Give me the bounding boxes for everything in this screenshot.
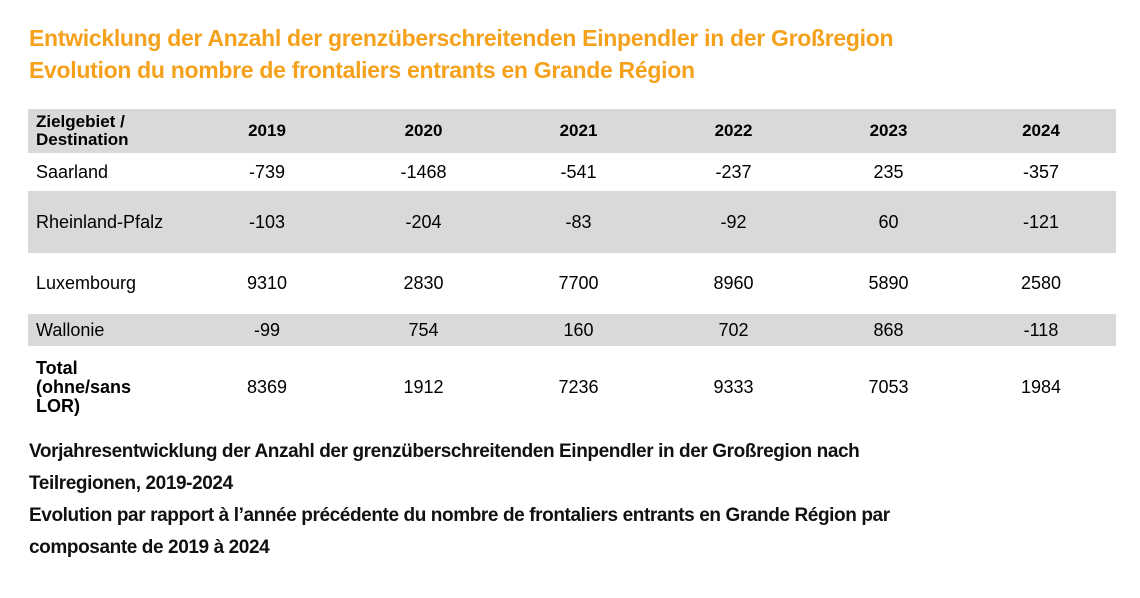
column-header-year: 2021	[559, 121, 598, 140]
table-cell: 2580	[1020, 273, 1062, 293]
table-cell: 235	[873, 161, 904, 182]
caption-french-line-2: composante de 2019 à 2024	[29, 537, 270, 558]
table-cell: -92	[720, 211, 747, 232]
caption-german-line-2: Teilregionen, 2019-2024	[29, 473, 233, 494]
table-cell: -103	[248, 211, 286, 232]
table-cell: -357	[1022, 161, 1060, 182]
column-header-year: 2023	[869, 121, 908, 140]
row-label: Luxembourg	[36, 273, 137, 293]
column-header-year: 2019	[248, 121, 286, 140]
table-row-total: Total (ohne/sans LOR) 8369 1912 7236 933…	[28, 346, 1116, 428]
row-label: Wallonie	[36, 319, 105, 340]
table-cell: -739	[248, 161, 286, 182]
table-cell: -99	[253, 319, 280, 340]
column-header-year: 2020	[404, 121, 443, 140]
chart-title-block: Entwicklung der Anzahl der grenzüberschr…	[29, 22, 1119, 86]
table-cell: -541	[560, 161, 597, 182]
table-cell: 9333	[713, 376, 754, 397]
table-cell: 8960	[713, 273, 754, 293]
table-cell: 7700	[558, 273, 599, 293]
table-cell: -83	[565, 211, 592, 232]
caption-french-line-1: Evolution par rapport à l’année précéden…	[29, 505, 890, 526]
commuter-table: Zielgebiet / Destination 2019 2020 2021 …	[28, 109, 1116, 428]
table-cell: -1468	[400, 161, 447, 182]
table-row: Saarland -739 -1468 -541 -237 235 -357	[28, 153, 1116, 191]
table-cell: 60	[878, 211, 899, 232]
table-cell: 1984	[1020, 376, 1062, 397]
table-cell: 8369	[246, 376, 288, 397]
table-cell: 2830	[403, 273, 444, 293]
table-cell: -118	[1023, 319, 1059, 340]
table-cell: 868	[873, 319, 904, 340]
title-french: Evolution du nombre de frontaliers entra…	[29, 57, 695, 83]
row-label-total: Total (ohne/sans LOR)	[36, 357, 132, 416]
table-row: Rheinland-Pfalz -103 -204 -83 -92 60 -12…	[28, 191, 1116, 253]
table-cell: 5890	[868, 273, 909, 293]
title-german: Entwicklung der Anzahl der grenzüberschr…	[29, 25, 894, 51]
table-cell: -204	[405, 211, 442, 232]
table-cell: 160	[563, 319, 594, 340]
table-cell: 9310	[246, 273, 288, 293]
table-cell: 754	[408, 319, 439, 340]
column-header-year: 2022	[714, 121, 753, 140]
row-label: Rheinland-Pfalz	[36, 211, 164, 232]
column-header-year: 2024	[1022, 121, 1060, 140]
table-header-row: Zielgebiet / Destination 2019 2020 2021 …	[28, 109, 1116, 153]
table-row: Wallonie -99 754 160 702 868 -118	[28, 314, 1116, 346]
row-label: Saarland	[36, 161, 109, 182]
table-cell: -237	[715, 161, 752, 182]
chart-caption-block: Vorjahresentwicklung der Anzahl der gren…	[29, 436, 1119, 564]
table-cell: 1912	[403, 376, 444, 397]
table-cell: 7053	[868, 376, 909, 397]
table-cell: -121	[1022, 211, 1060, 232]
caption-german-line-1: Vorjahresentwicklung der Anzahl der gren…	[29, 441, 860, 462]
table-cell: 702	[718, 319, 749, 340]
table-cell: 7236	[558, 376, 599, 397]
table-row: Luxembourg 9310 2830 7700 8960 5890 2580	[28, 253, 1116, 314]
column-header-destination: Zielgebiet / Destination	[36, 112, 129, 149]
